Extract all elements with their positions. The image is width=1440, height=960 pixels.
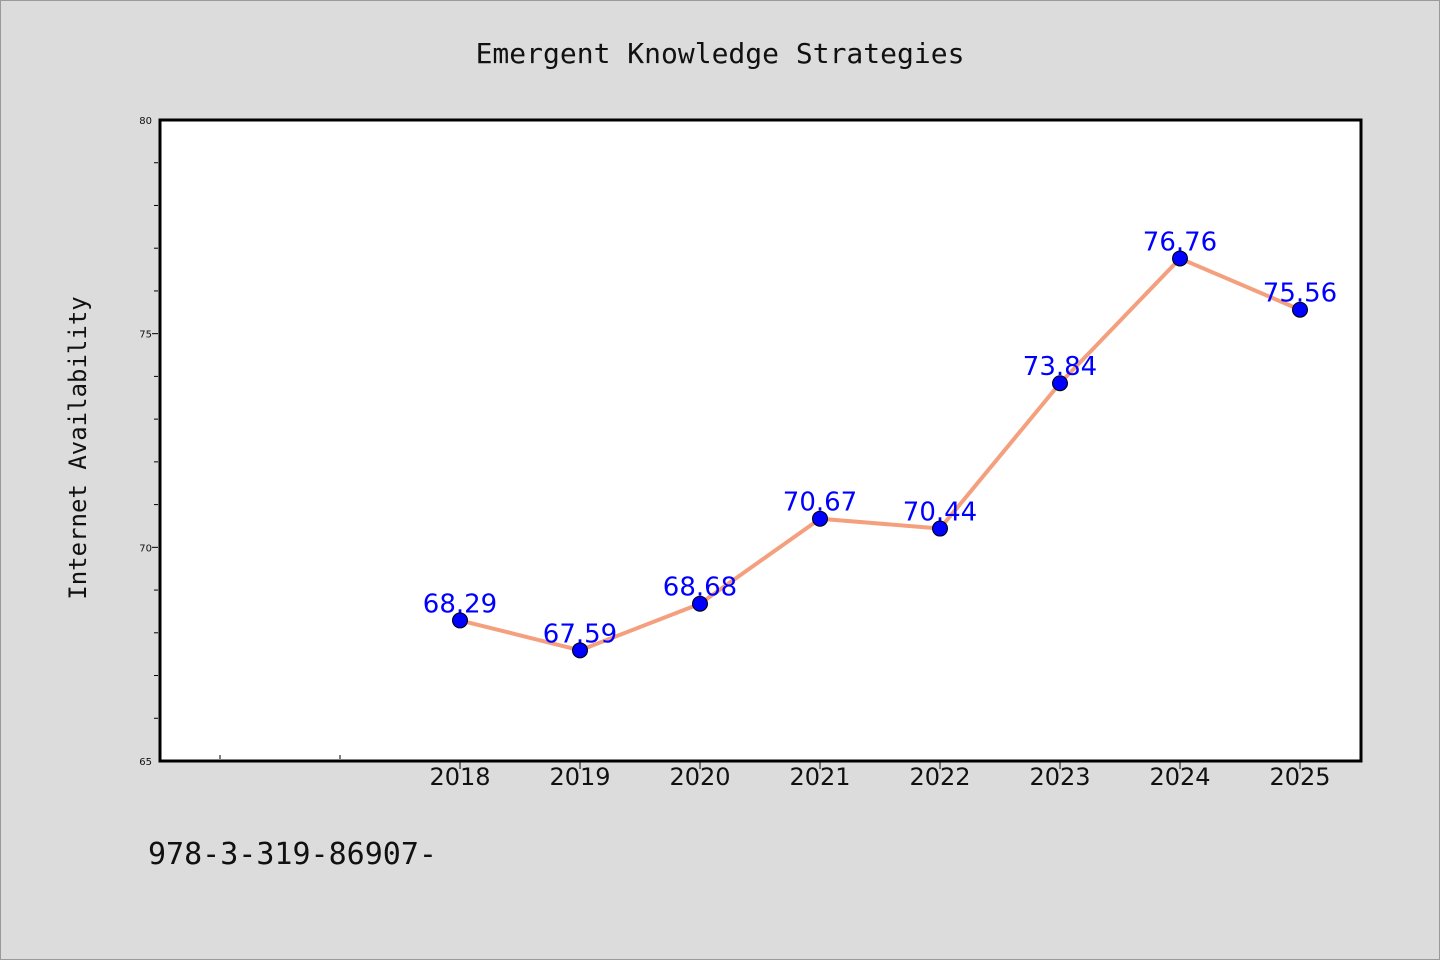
x-tick-label: 2022 xyxy=(909,763,970,791)
data-point-marker xyxy=(932,520,948,537)
data-label: 67.59 xyxy=(543,619,617,649)
series-layer xyxy=(452,250,1308,659)
x-tick-label: 2025 xyxy=(1269,763,1330,791)
data-label: 70.44 xyxy=(903,498,977,528)
y-tick-label: 80 xyxy=(139,116,152,127)
data-label: 76.76 xyxy=(1143,227,1217,257)
data-point-marker xyxy=(452,612,468,629)
data-label: 68.29 xyxy=(423,589,497,619)
x-tick-label: 2021 xyxy=(789,763,850,791)
data-point-marker xyxy=(692,595,708,612)
chart-title: Emergent Knowledge Strategies xyxy=(476,37,965,70)
x-tick-label: 2024 xyxy=(1149,763,1210,791)
x-tick-label: 2019 xyxy=(549,763,610,791)
data-label: 70.67 xyxy=(783,488,857,518)
data-labels: 68.29 67.59 68.68 70.67 70.44 73.84 76.76 75.56 xyxy=(423,227,1337,649)
plot-frame xyxy=(158,118,1363,763)
data-point-marker xyxy=(572,642,588,659)
y-tick-label: 70 xyxy=(139,543,152,554)
axis-ticks: 65 70 75 80 2018 2019 2020 2021 2022 2023 2024 2025 xyxy=(139,116,1330,791)
y-tick-label: 75 xyxy=(139,330,152,341)
data-label: 73.84 xyxy=(1023,352,1097,382)
data-point-marker xyxy=(1292,301,1308,318)
data-point-marker xyxy=(1172,250,1188,267)
x-tick-label: 2023 xyxy=(1029,763,1090,791)
data-point-marker xyxy=(812,510,828,527)
data-point-marker xyxy=(1052,375,1068,392)
x-tick-label: 2018 xyxy=(429,763,490,791)
footnote-text: 978-3-319-86907- xyxy=(148,837,437,872)
data-label: 68.68 xyxy=(663,573,737,603)
y-tick-label: 65 xyxy=(139,757,152,768)
data-label: 75.56 xyxy=(1263,279,1337,309)
y-axis-label: Internet Availability xyxy=(64,296,92,599)
series-line xyxy=(458,256,1302,653)
x-tick-label: 2020 xyxy=(669,763,730,791)
plot-area xyxy=(160,120,1361,761)
